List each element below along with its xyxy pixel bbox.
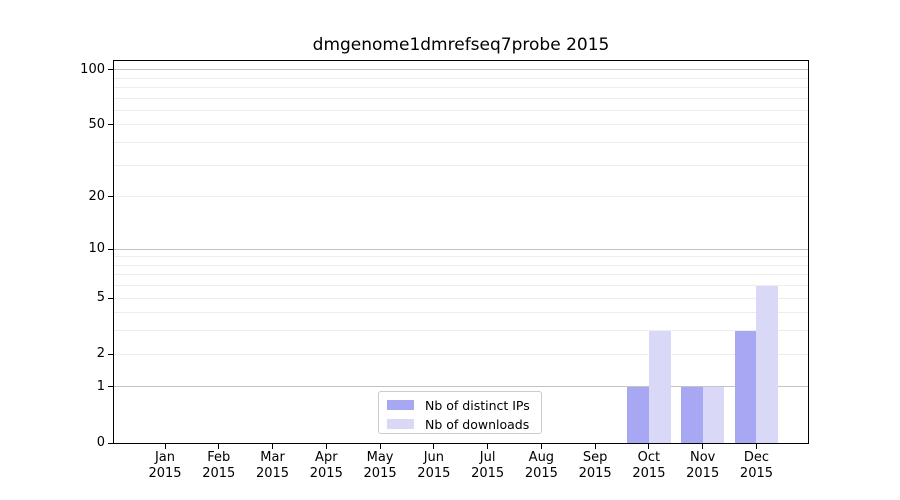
x-tick-label-may: May 2015 (352, 450, 408, 482)
plot-area (113, 60, 809, 444)
legend-item-distinct-ips: Nb of distinct IPs (387, 397, 533, 413)
gridline-minor (114, 297, 808, 299)
x-tick-year: 2015 (471, 466, 505, 481)
x-tick-month: Jan (154, 450, 176, 465)
x-tick-year: 2015 (632, 466, 666, 481)
gridline-minor (114, 274, 808, 276)
x-tick-mark-feb (218, 444, 220, 449)
x-tick-month: Aug (528, 450, 555, 465)
x-tick-month: Mar (260, 450, 285, 465)
legend-label-downloads: Nb of downloads (425, 416, 530, 432)
bar-downloads-oct (648, 330, 671, 443)
gridline-minor (114, 124, 808, 126)
x-tick-mark-oct (648, 444, 650, 449)
y-tick-label-50: 50 (88, 116, 105, 132)
gridline-minor (114, 256, 808, 258)
x-tick-mark-jan (164, 444, 166, 449)
y-tick-mark-5 (108, 297, 113, 299)
gridline-minor (114, 97, 808, 99)
x-tick-month: Oct (637, 450, 661, 465)
gridline-minor (114, 77, 808, 79)
gridline-major (114, 386, 808, 388)
x-tick-label-aug: Aug 2015 (513, 450, 569, 482)
y-tick-label-2: 2 (96, 346, 105, 362)
gridline-minor (114, 330, 808, 332)
x-tick-mark-nov (702, 444, 704, 449)
x-tick-mark-jul (487, 444, 489, 449)
x-tick-year: 2015 (417, 466, 451, 481)
bar-downloads-dec (756, 285, 779, 443)
y-tick-mark-100 (108, 69, 113, 71)
x-tick-mark-jun (433, 444, 435, 449)
x-tick-mark-may (379, 444, 381, 449)
x-tick-label-dec: Dec 2015 (728, 450, 784, 482)
x-tick-year: 2015 (739, 466, 774, 481)
x-tick-year: 2015 (202, 466, 236, 481)
gridline-minor (114, 109, 808, 111)
bar-ips-oct (627, 386, 649, 443)
x-tick-mark-aug (540, 444, 542, 449)
y-tick-mark-0 (108, 442, 113, 444)
y-tick-mark-10 (108, 248, 113, 250)
y-tick-label-20: 20 (88, 188, 105, 204)
bar-ips-dec (734, 330, 757, 443)
legend-item-downloads: Nb of downloads (387, 416, 533, 432)
y-tick-mark-20 (108, 196, 113, 198)
gridline-minor (114, 353, 808, 355)
y-tick-mark-50 (108, 124, 113, 126)
gridline-major (114, 248, 808, 250)
x-tick-mark-apr (325, 444, 327, 449)
legend: Nb of distinct IPs Nb of downloads (378, 391, 542, 434)
legend-swatch-downloads (387, 419, 414, 429)
y-tick-mark-1 (108, 386, 113, 388)
gridline-minor (114, 196, 808, 198)
x-tick-month: Jul (479, 450, 496, 465)
x-tick-mark-dec (755, 444, 757, 449)
y-tick-mark-2 (108, 353, 113, 355)
x-tick-month: Sep (582, 450, 608, 465)
gridline-minor (114, 142, 808, 144)
y-tick-label-10: 10 (88, 241, 105, 256)
gridline-minor (114, 164, 808, 166)
x-tick-label-jul: Jul 2015 (460, 450, 516, 482)
gridline-minor (114, 285, 808, 287)
x-tick-label-oct: Oct 2015 (621, 450, 677, 482)
x-tick-month: Feb (207, 450, 231, 465)
y-tick-label-100: 100 (80, 61, 105, 77)
x-tick-month: Nov (690, 450, 716, 465)
x-tick-year: 2015 (686, 466, 720, 481)
x-tick-label-feb: Feb 2015 (191, 450, 247, 482)
gridline-minor (114, 312, 808, 314)
x-tick-year: 2015 (578, 466, 612, 481)
x-tick-label-mar: Mar 2015 (245, 450, 301, 482)
x-tick-month: Jun (423, 450, 444, 465)
legend-label-distinct-ips: Nb of distinct IPs (425, 397, 530, 413)
y-tick-label-5: 5 (96, 290, 105, 306)
bar-downloads-nov (702, 386, 725, 443)
chart-title: dmgenome1dmrefseq7probe 2015 (312, 35, 610, 55)
legend-swatch-distinct-ips (387, 400, 414, 410)
x-tick-month: Apr (315, 450, 338, 465)
x-tick-year: 2015 (309, 466, 343, 481)
x-tick-month: Dec (743, 450, 770, 465)
x-tick-month: May (366, 450, 394, 465)
y-tick-label-0: 0 (96, 435, 105, 450)
x-tick-label-jan: Jan 2015 (137, 450, 193, 482)
x-tick-label-nov: Nov 2015 (675, 450, 731, 482)
x-tick-year: 2015 (363, 466, 397, 481)
x-tick-year: 2015 (148, 466, 182, 481)
gridline-major (114, 69, 808, 71)
x-tick-label-jun: Jun 2015 (406, 450, 462, 482)
x-tick-year: 2015 (255, 466, 290, 481)
x-tick-label-sep: Sep 2015 (567, 450, 623, 482)
gridline-minor (114, 264, 808, 266)
bar-ips-nov (681, 386, 703, 443)
x-tick-mark-sep (594, 444, 596, 449)
y-tick-label-1: 1 (96, 378, 105, 394)
gridline-minor (114, 86, 808, 88)
x-tick-label-apr: Apr 2015 (298, 450, 354, 482)
x-tick-mark-mar (272, 444, 274, 449)
x-tick-year: 2015 (524, 466, 558, 481)
